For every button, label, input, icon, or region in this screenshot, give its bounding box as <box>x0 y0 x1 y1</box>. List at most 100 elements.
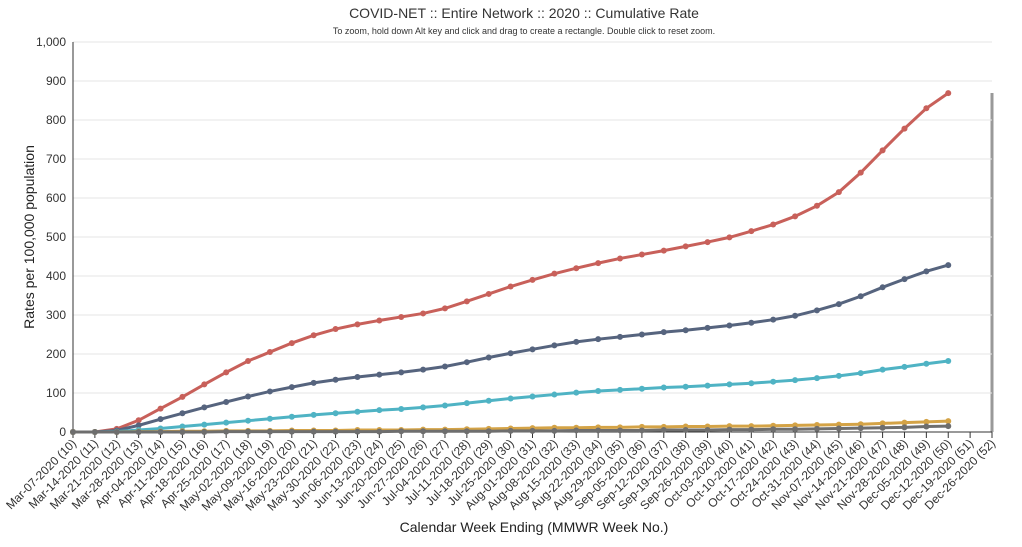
data-point <box>792 312 799 319</box>
data-point <box>507 350 514 357</box>
data-point <box>682 243 689 250</box>
data-point <box>398 428 405 435</box>
data-point <box>551 342 558 349</box>
data-point <box>813 202 820 209</box>
data-point <box>157 416 164 423</box>
data-point <box>420 404 427 411</box>
data-point <box>945 418 952 425</box>
data-point <box>617 386 624 393</box>
y-tick-label: 100 <box>46 386 66 400</box>
data-point <box>551 427 558 434</box>
data-point <box>485 428 492 435</box>
data-point <box>813 307 820 314</box>
data-point <box>223 398 230 405</box>
data-point <box>266 415 273 422</box>
data-point <box>485 354 492 361</box>
data-point <box>201 421 208 428</box>
data-point <box>91 429 98 435</box>
data-point <box>398 405 405 412</box>
data-point <box>901 363 908 370</box>
data-point <box>945 358 952 365</box>
data-point <box>288 384 295 391</box>
data-point <box>420 366 427 373</box>
data-point <box>507 283 514 290</box>
data-point <box>398 313 405 320</box>
data-point <box>376 371 383 378</box>
data-point <box>835 301 842 308</box>
y-tick-label: 800 <box>46 113 66 127</box>
y-tick-label: 0 <box>59 425 66 439</box>
y-tick-label: 300 <box>46 308 66 322</box>
data-point <box>726 381 733 388</box>
data-point <box>945 262 952 269</box>
data-point <box>113 429 120 435</box>
data-point <box>901 125 908 132</box>
data-point <box>770 426 777 433</box>
data-point <box>157 429 164 435</box>
y-tick-label: 700 <box>46 152 66 166</box>
data-point <box>879 420 886 427</box>
data-point <box>770 221 777 228</box>
data-point <box>835 372 842 379</box>
data-point <box>923 423 930 430</box>
data-point <box>332 428 339 435</box>
data-point <box>748 228 755 235</box>
data-point <box>223 369 230 376</box>
data-point <box>835 425 842 432</box>
data-point <box>638 385 645 392</box>
data-point <box>682 327 689 334</box>
data-point <box>420 428 427 435</box>
data-point <box>441 428 448 435</box>
data-point <box>660 427 667 434</box>
data-point <box>179 429 186 435</box>
data-point <box>923 105 930 112</box>
data-point <box>901 419 908 426</box>
data-point <box>245 417 252 424</box>
data-point <box>463 298 470 305</box>
data-point <box>463 428 470 435</box>
data-point <box>332 376 339 383</box>
data-point <box>879 284 886 291</box>
data-point <box>704 427 711 434</box>
data-point <box>157 405 164 412</box>
data-point <box>595 260 602 267</box>
data-point <box>70 429 76 435</box>
data-point <box>573 265 580 272</box>
data-point <box>660 329 667 336</box>
data-point <box>332 326 339 333</box>
data-point <box>748 426 755 433</box>
data-point <box>682 427 689 434</box>
data-point <box>617 427 624 434</box>
data-point <box>857 425 864 432</box>
data-point <box>223 419 230 426</box>
data-point <box>901 276 908 283</box>
data-point <box>792 426 799 433</box>
data-point <box>266 349 273 356</box>
y-tick-label: 200 <box>46 347 66 361</box>
data-point <box>441 363 448 370</box>
data-point <box>441 305 448 312</box>
data-point <box>376 428 383 435</box>
y-tick-label: 900 <box>46 74 66 88</box>
data-point <box>529 276 536 283</box>
y-tick-label: 600 <box>46 191 66 205</box>
data-point <box>813 375 820 382</box>
data-point <box>354 408 361 415</box>
data-point <box>135 422 142 429</box>
data-point <box>660 247 667 254</box>
data-point <box>420 310 427 317</box>
chart-title: COVID-NET :: Entire Network :: 2020 :: C… <box>349 5 699 21</box>
data-point <box>857 370 864 377</box>
data-point <box>726 234 733 241</box>
data-point <box>660 384 667 391</box>
data-point <box>551 270 558 277</box>
data-point <box>223 428 230 435</box>
data-point <box>179 393 186 400</box>
data-point <box>638 331 645 338</box>
data-point <box>507 395 514 402</box>
data-point <box>135 429 142 435</box>
data-point <box>310 332 317 339</box>
data-point <box>245 358 252 365</box>
data-point <box>310 379 317 386</box>
data-point <box>245 428 252 435</box>
